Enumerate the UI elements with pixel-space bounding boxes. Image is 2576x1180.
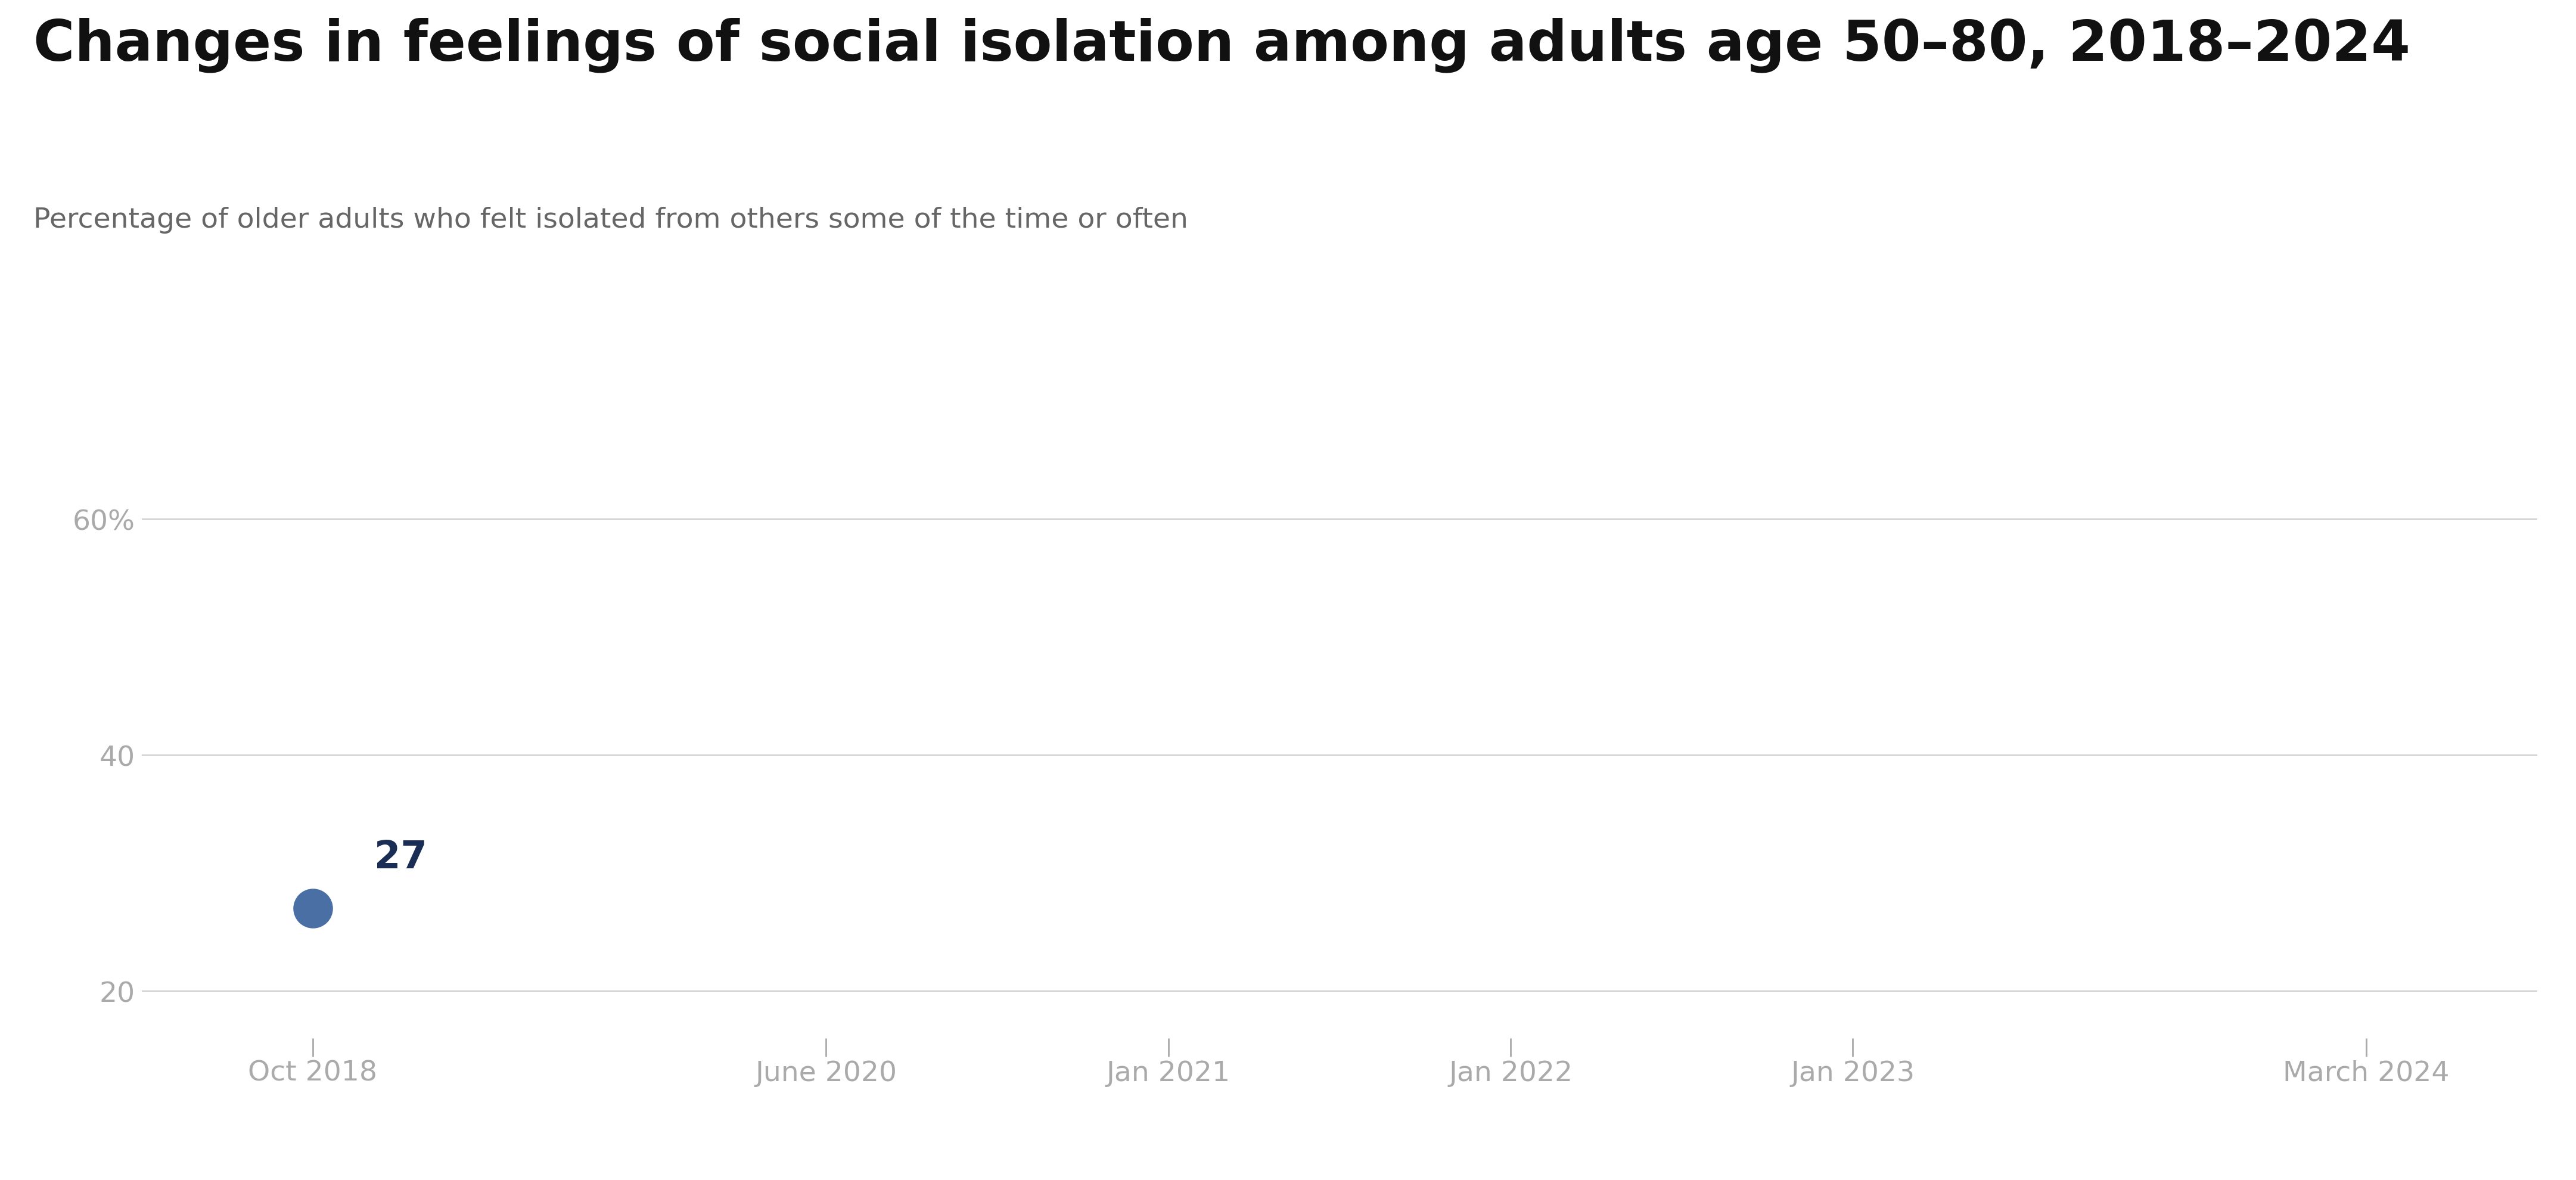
Point xyxy=(291,899,332,918)
Text: 27: 27 xyxy=(374,839,428,876)
Text: Percentage of older adults who felt isolated from others some of the time or oft: Percentage of older adults who felt isol… xyxy=(33,206,1188,234)
Text: Changes in feelings of social isolation among adults age 50–80, 2018–2024: Changes in feelings of social isolation … xyxy=(33,18,2411,73)
